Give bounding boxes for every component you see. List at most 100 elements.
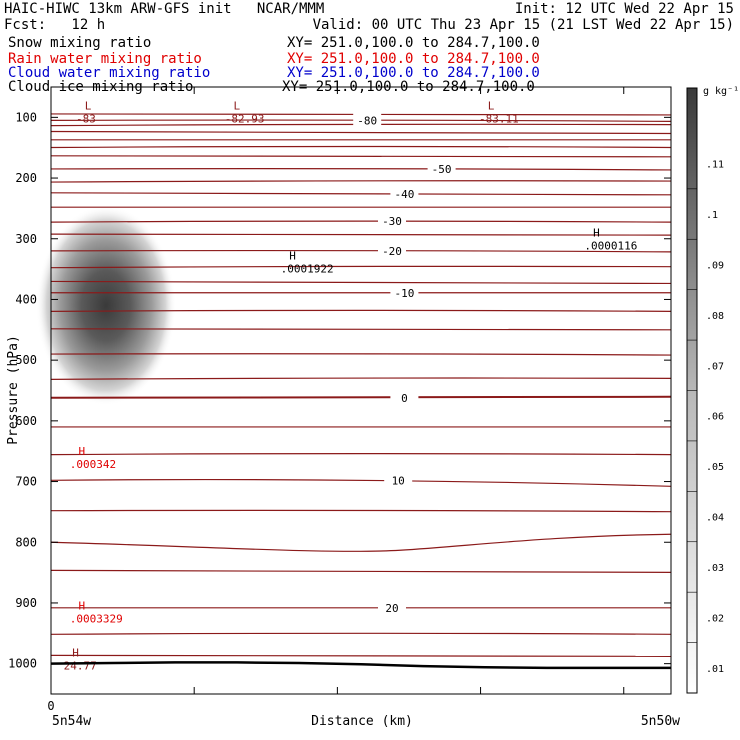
field-name-rain: Rain water mixing ratio xyxy=(8,51,202,67)
isotherm-line xyxy=(50,654,672,657)
colorbar-label: .03 xyxy=(706,563,724,574)
isotherm-line xyxy=(50,249,672,253)
x-origin-label: 0 xyxy=(47,699,54,713)
isotherm-line xyxy=(50,478,672,487)
y-tick-label: 700 xyxy=(15,475,37,489)
model-title: HAIC-HIWC 13km ARW-GFS init NCAR/MMM xyxy=(4,1,325,17)
extremum-symbol: H xyxy=(289,249,296,262)
isotherm-label: -40 xyxy=(394,188,414,201)
isotherm-line xyxy=(50,265,672,269)
colorbar-label: .06 xyxy=(706,412,724,423)
isotherm-line xyxy=(50,509,672,513)
field-xy-snow: XY= 251.0,100.0 to 284.7,100.0 xyxy=(287,35,540,51)
isotherm-line xyxy=(50,180,672,183)
y-tick-label: 300 xyxy=(15,232,37,246)
isotherm-label: 20 xyxy=(385,602,398,615)
isotherm-label: -80 xyxy=(357,114,377,127)
extremum-value: .0000116 xyxy=(584,239,637,252)
isotherm-line xyxy=(50,328,672,331)
y-tick-label: 800 xyxy=(15,535,37,549)
colorbar-label: .01 xyxy=(706,664,724,675)
extremum-value: .0003329 xyxy=(70,613,123,626)
isotherm-label: -20 xyxy=(382,245,402,258)
y-tick-label: 200 xyxy=(15,171,37,185)
y-tick-label: 600 xyxy=(15,414,37,428)
colorbar-label: .11 xyxy=(706,160,724,171)
isotherm-line xyxy=(50,233,672,236)
colorbar-label: .08 xyxy=(706,311,724,322)
extremum-symbol: H xyxy=(593,226,600,239)
isotherm-line xyxy=(50,395,672,399)
isotherm-line xyxy=(50,155,672,158)
extremum-value: -82.93 xyxy=(225,112,265,125)
x-left-label: 5n54w xyxy=(52,714,91,729)
colorbar-label: .07 xyxy=(706,361,724,372)
isotherm-label-bg xyxy=(378,600,406,615)
extremum-symbol: H xyxy=(78,445,85,458)
field-xy-rain: XY= 251.0,100.0 to 284.7,100.0 xyxy=(287,51,540,67)
isotherm-line xyxy=(50,145,672,149)
extremum-value: -83.11 xyxy=(479,112,519,125)
isotherm-line xyxy=(50,569,672,573)
isotherm-label: -50 xyxy=(432,163,452,176)
isotherm-line xyxy=(50,353,672,356)
isotherm-line xyxy=(50,533,672,552)
x-right-label: 5n50w xyxy=(641,714,680,729)
isotherm-label: -30 xyxy=(382,215,402,228)
y-tick-label: 400 xyxy=(15,292,37,306)
y-axis-label: Pressure (hPa) xyxy=(6,335,21,445)
extremum-symbol: H xyxy=(72,646,79,659)
isotherm-line xyxy=(50,192,672,196)
isotherm-label: 0 xyxy=(401,392,408,405)
extremum-symbol: L xyxy=(85,99,92,112)
y-tick-label: 900 xyxy=(15,596,37,610)
terrain-line xyxy=(50,661,671,670)
extremum-symbol: L xyxy=(488,99,495,112)
forecast-hour: Fcst: 12 h xyxy=(4,17,106,33)
isotherm-line xyxy=(50,453,672,456)
y-tick-label: 500 xyxy=(15,353,37,367)
isotherm-label-bg xyxy=(384,473,413,488)
colorbar-label: .04 xyxy=(706,513,724,524)
isotherm-line xyxy=(50,425,672,428)
extremum-value: .000342 xyxy=(70,458,116,471)
x-axis-label: Distance (km) xyxy=(311,714,413,729)
isotherm-line xyxy=(50,220,672,223)
isotherm-line xyxy=(50,606,672,609)
isotherm-line xyxy=(50,130,672,135)
colorbar-unit: g kg⁻¹ xyxy=(703,86,739,97)
isotherm-line xyxy=(50,377,672,380)
isotherm-line xyxy=(50,138,672,141)
colorbar-label: .05 xyxy=(706,462,724,473)
isotherm-label: -10 xyxy=(394,287,414,300)
init-time: Init: 12 UTC Wed 22 Apr 15 xyxy=(514,1,734,17)
isotherm-label: 10 xyxy=(392,474,405,487)
isotherm-label-bg xyxy=(378,243,406,258)
isotherm-label-bg xyxy=(378,214,406,229)
isotherm-line xyxy=(50,632,672,635)
isotherm-line xyxy=(50,280,672,285)
colorbar-label: .1 xyxy=(706,210,718,221)
extremum-value: 24.77 xyxy=(64,659,97,672)
extremum-symbol: L xyxy=(233,99,240,112)
isotherm-label-bg xyxy=(390,186,419,201)
isotherm-line xyxy=(50,309,672,312)
y-tick-label: 1000 xyxy=(8,657,37,671)
y-tick-label: 100 xyxy=(15,110,37,124)
colorbar-label: .09 xyxy=(706,260,724,271)
isotherm-line xyxy=(50,168,672,171)
isotherm-line xyxy=(50,206,672,208)
isotherm-label-bg xyxy=(390,285,419,300)
field-name-snow: Snow mixing ratio xyxy=(8,35,152,51)
isotherm-label-bg xyxy=(353,113,382,128)
valid-time: Valid: 00 UTC Thu 23 Apr 15 (21 LST Wed … xyxy=(312,17,734,33)
extremum-value: .0001922 xyxy=(281,262,334,275)
cloud-ice-shading xyxy=(36,205,176,406)
isotherm-line xyxy=(50,291,672,294)
field-xy-cloud-water: XY= 251.0,100.0 to 284.7,100.0 xyxy=(287,65,540,81)
field-name-cloud-water: Cloud water mixing ratio xyxy=(8,65,211,81)
extremum-value: -83 xyxy=(76,112,96,125)
isotherm-label-bg xyxy=(427,161,456,176)
extremum-symbol: H xyxy=(78,600,85,613)
